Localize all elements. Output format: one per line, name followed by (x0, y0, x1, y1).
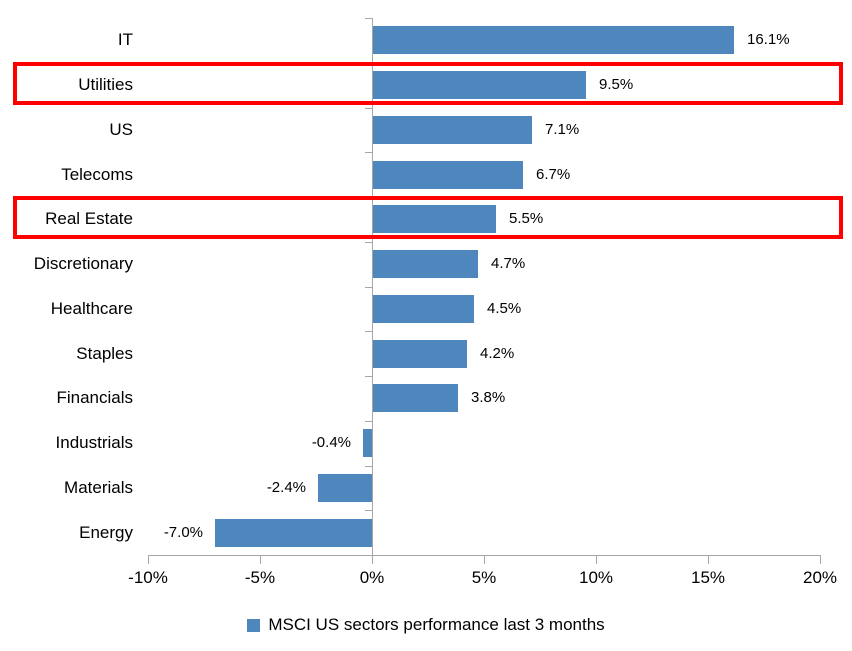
x-tick-label: 20% (802, 568, 838, 587)
category-label: Telecoms (61, 165, 133, 184)
bar-real-estate (373, 205, 496, 233)
bar-financials (373, 384, 458, 412)
y-axis-tick (365, 18, 372, 19)
y-axis-tick (365, 376, 372, 377)
x-axis-tick (148, 555, 149, 564)
value-label: 16.1% (747, 31, 790, 48)
x-axis-tick (820, 555, 821, 564)
value-label: -7.0% (163, 524, 203, 541)
value-label: -0.4% (311, 434, 351, 451)
value-label: 4.5% (487, 300, 522, 317)
bar-energy (215, 519, 372, 547)
category-label: Real Estate (45, 209, 133, 228)
value-label: 6.7% (536, 166, 571, 183)
x-tick-label: 15% (690, 568, 726, 587)
category-label: Industrials (55, 433, 133, 452)
legend: MSCI US sectors performance last 3 month… (0, 611, 852, 639)
value-label: 9.5% (599, 76, 634, 93)
y-axis-tick (365, 152, 372, 153)
x-tick-label: -10% (128, 568, 168, 587)
x-tick-label: 10% (578, 568, 614, 587)
bar-healthcare (373, 295, 474, 323)
y-axis-tick (365, 466, 372, 467)
value-label: 7.1% (545, 121, 580, 138)
x-axis-tick (484, 555, 485, 564)
bar-industrials (363, 429, 372, 457)
category-label: Financials (56, 388, 133, 407)
y-axis-tick (365, 421, 372, 422)
x-axis-tick (372, 555, 373, 564)
y-axis-tick (365, 242, 372, 243)
y-axis-tick (365, 510, 372, 511)
y-axis-tick (365, 108, 372, 109)
legend-swatch-icon (247, 618, 261, 632)
bar-us (373, 116, 532, 144)
value-label: -2.4% (266, 479, 306, 496)
category-label: Energy (79, 523, 133, 542)
bar-it (373, 26, 734, 54)
legend-label: MSCI US sectors performance last 3 month… (268, 615, 605, 634)
highlight-box-utilities (13, 62, 843, 105)
y-axis-tick (365, 331, 372, 332)
value-label: 4.7% (491, 255, 526, 272)
value-label: 4.2% (480, 345, 515, 362)
bar-discretionary (373, 250, 478, 278)
category-label: Materials (64, 478, 133, 497)
x-tick-label: 5% (471, 568, 497, 587)
value-label: 5.5% (509, 210, 544, 227)
highlight-box-real-estate (13, 196, 843, 239)
category-label: Utilities (78, 75, 133, 94)
category-label: Staples (76, 344, 133, 363)
value-label: 3.8% (471, 389, 506, 406)
x-tick-label: -5% (244, 568, 276, 587)
x-axis-tick (596, 555, 597, 564)
category-label: US (109, 120, 133, 139)
category-label: Healthcare (50, 299, 133, 318)
category-label: Discretionary (33, 254, 133, 273)
x-axis-tick (708, 555, 709, 564)
y-axis-tick (365, 287, 372, 288)
x-tick-label: 0% (359, 568, 385, 587)
y-axis-line (372, 18, 373, 555)
category-label: IT (117, 30, 133, 49)
bar-telecoms (373, 161, 523, 189)
bar-staples (373, 340, 467, 368)
bar-materials (318, 474, 372, 502)
bar-utilities (373, 71, 586, 99)
x-axis-tick (260, 555, 261, 564)
